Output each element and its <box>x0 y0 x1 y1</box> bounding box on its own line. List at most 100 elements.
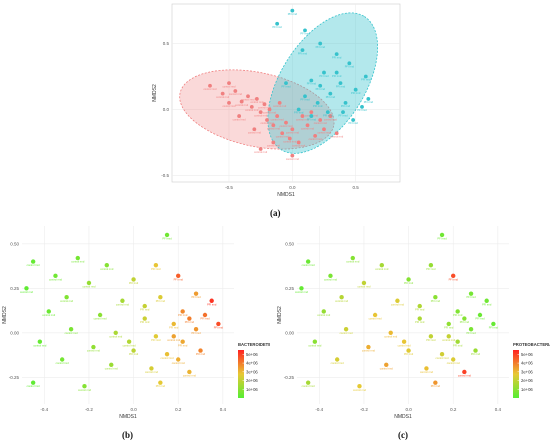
pfi-point-label: PFI rmd <box>273 25 283 29</box>
pfi-point <box>338 81 343 86</box>
colorbar <box>238 350 244 398</box>
pfi-point-label: PFI rmd <box>300 32 310 36</box>
chart-b: PFI rmd control rmd control rmd control rmd… <box>2 226 270 420</box>
control-point-label: control rmd <box>242 97 256 101</box>
sample-point-label: PFI rmd <box>426 267 436 271</box>
chart-b-points: PFI rmd control rmd control rmd control rmd… <box>20 232 224 392</box>
sample-point-label: PFI rmd <box>460 320 470 324</box>
sample-point <box>462 316 467 321</box>
control-point-label: control rmd <box>276 134 290 138</box>
sample-point <box>428 262 434 268</box>
sample-point-label: PFI rmd <box>466 331 476 335</box>
control-point-label: control rmd <box>245 108 259 112</box>
pfi-point-label: PFI rmd <box>307 82 317 86</box>
sample-point-label: control rmd <box>436 356 450 360</box>
chart-a-ylabel: NMDS2 <box>152 84 158 102</box>
sample-point-label: control rmd <box>49 277 63 281</box>
sample-point <box>209 298 214 303</box>
chart-c-legend: PROTEOBACTERIA 5e+06 4e+06 3e+06 2e+06 1e+06 <box>513 342 550 398</box>
control-point <box>258 147 263 151</box>
sample-point <box>384 362 389 368</box>
control-ellipse <box>179 69 335 150</box>
pfi-point <box>353 87 358 92</box>
x-tick-label: -0.4 <box>315 407 323 412</box>
sample-point-label: control rmd <box>420 370 434 374</box>
y-tick-label: -0.25 <box>9 375 20 380</box>
sample-point-label: control rmd <box>56 361 70 365</box>
sample-point-label: PFI rmd <box>191 331 201 335</box>
sample-point <box>361 280 367 286</box>
chart-a-xlabel: NMDS1 <box>277 192 295 198</box>
sample-point <box>451 273 456 279</box>
sample-point <box>312 339 318 344</box>
sample-point <box>433 380 438 385</box>
y-tick-label: -0.5 <box>161 173 169 178</box>
sample-point-label: control rmd <box>302 384 316 388</box>
sample-point <box>75 255 80 261</box>
sample-point <box>104 262 110 268</box>
control-point <box>284 120 288 125</box>
sample-point-label: PFI rmd <box>156 299 166 303</box>
pfi-point <box>296 107 301 112</box>
pfi-point <box>318 41 323 46</box>
pfi-point-label: PFI rmd <box>341 104 351 108</box>
control-point <box>300 114 305 118</box>
y-tick-label: 0.5 <box>163 41 170 46</box>
sample-point-label: PFI rmd <box>140 308 150 312</box>
pfi-point <box>341 110 345 115</box>
control-point-label: control rmd <box>273 104 287 108</box>
sample-point-label: control rmd <box>94 317 108 321</box>
x-tick-label: 0.0 <box>289 185 296 190</box>
sample-point <box>468 291 474 296</box>
x-tick-label: 0.4 <box>220 407 227 412</box>
pfi-point <box>325 110 330 115</box>
sample-point-label: PFI rmd <box>431 299 441 303</box>
colorbar-tick-label: 2e+06 <box>521 378 533 383</box>
sample-point <box>86 280 92 286</box>
sample-point <box>417 316 422 321</box>
control-point-label: control rmd <box>223 104 237 108</box>
sample-point <box>64 295 69 300</box>
pfi-point <box>360 104 364 109</box>
sample-point-label: PFI rmd <box>489 326 499 330</box>
sample-point <box>428 334 434 339</box>
pfi-point <box>366 97 371 101</box>
control-point-label: control rmd <box>248 130 262 134</box>
sample-point <box>164 232 170 238</box>
sample-point <box>366 344 371 350</box>
sample-point <box>82 384 87 389</box>
control-point <box>334 131 339 136</box>
control-point-label: control rmd <box>233 117 247 121</box>
sample-point <box>131 348 136 353</box>
sample-point <box>321 309 326 314</box>
control-point <box>287 136 292 141</box>
sample-point <box>180 339 185 344</box>
sample-point <box>334 357 340 362</box>
sample-point-label: control rmd <box>302 263 316 267</box>
control-point-label: control rmd <box>263 111 277 115</box>
sample-point-label: control rmd <box>71 260 85 264</box>
control-point-label: control rmd <box>261 121 275 125</box>
sample-point-label: control rmd <box>78 388 92 392</box>
sample-point-label: control rmd <box>324 277 338 281</box>
sample-point-label: control rmd <box>161 356 175 360</box>
y-tick-label: 0.00 <box>10 330 19 335</box>
control-point <box>254 97 259 101</box>
sample-point-label: PFI rmd <box>151 338 161 342</box>
sample-point <box>305 259 311 264</box>
sample-point <box>202 312 208 318</box>
sample-point-label: control rmd <box>357 285 371 289</box>
sample-point-label: control rmd <box>398 343 412 347</box>
sample-point-label: control rmd <box>20 290 34 294</box>
pfi-point <box>303 28 307 33</box>
control-point <box>239 99 244 104</box>
pfi-point-label: PFI rmd <box>313 104 323 108</box>
sample-point-label: PFI rmd <box>196 352 206 356</box>
chart-a-gridlines <box>172 4 400 182</box>
sample-point-label: PFI rmd <box>178 343 188 347</box>
sample-point-label: PFI rmd <box>129 281 139 285</box>
sample-point-label: PFI rmd <box>415 320 425 324</box>
sample-point-label: PFI rmd <box>185 320 195 324</box>
sample-point-label: control rmd <box>183 374 197 378</box>
sample-point <box>131 277 136 282</box>
